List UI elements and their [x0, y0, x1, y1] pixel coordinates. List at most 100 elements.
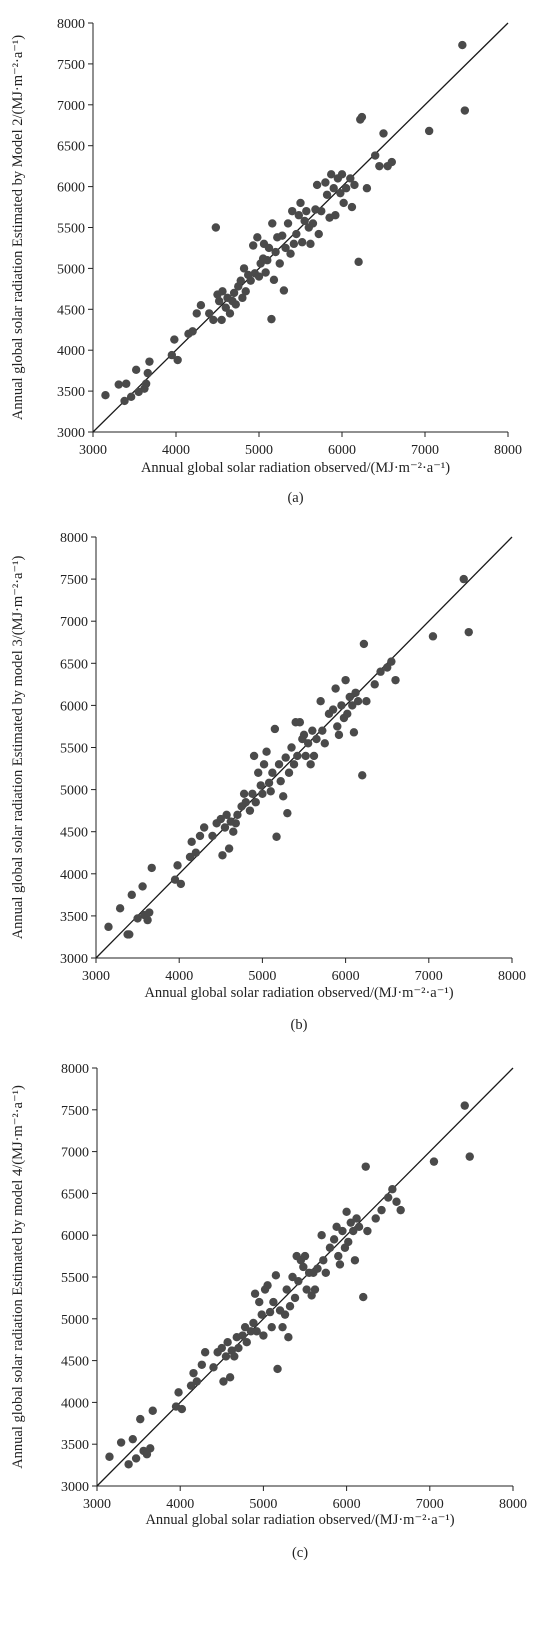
data-point	[341, 184, 351, 193]
data-point	[238, 293, 247, 303]
data-point	[236, 276, 245, 285]
data-point	[192, 309, 201, 318]
data-point	[263, 1281, 272, 1290]
data-point	[264, 243, 274, 253]
data-point	[269, 1297, 278, 1307]
data-point	[348, 701, 357, 710]
data-point	[173, 861, 182, 870]
y-tick-label: 8000	[57, 17, 85, 32]
chart-panel-1: 3000 4000 5000 6000 7000 8000 3000 3500 4000 4500…	[10, 17, 522, 506]
data-point	[219, 1377, 228, 1386]
data-point	[272, 832, 281, 841]
data-point	[333, 722, 342, 731]
data-point	[302, 1285, 311, 1294]
data-point	[229, 827, 238, 836]
data-point	[145, 357, 154, 366]
data-point	[288, 1272, 297, 1282]
data-point	[231, 819, 240, 828]
data-point	[308, 219, 318, 228]
y-tick-label: 8000	[61, 1062, 89, 1077]
data-point	[303, 739, 313, 748]
y-tick-label: 7000	[61, 1146, 89, 1161]
data-point	[314, 229, 323, 239]
data-point	[280, 1310, 290, 1319]
data-point	[143, 915, 152, 925]
data-point	[321, 1268, 330, 1278]
x-tick-label: 7000	[411, 443, 439, 458]
data-point	[147, 863, 156, 873]
data-point	[120, 396, 129, 406]
panel-label: (c)	[292, 1545, 308, 1561]
data-point	[249, 751, 259, 761]
data-point	[101, 390, 110, 400]
data-point	[321, 178, 330, 187]
data-point	[334, 1251, 343, 1261]
y-tick-label: 6000	[60, 699, 88, 714]
data-point	[251, 798, 260, 807]
data-point	[337, 701, 346, 710]
x-tick-label: 7000	[416, 1497, 444, 1512]
data-point	[306, 760, 315, 769]
data-point	[136, 1414, 145, 1424]
data-point	[316, 696, 325, 706]
data-point	[141, 379, 151, 388]
data-point	[126, 392, 136, 402]
data-point	[239, 789, 249, 799]
data-point	[310, 1285, 320, 1294]
x-axis-label: Annual global solar radiation observed/(…	[141, 460, 450, 476]
y-tick-label: 7000	[60, 615, 88, 630]
data-point	[230, 1352, 239, 1361]
data-point	[300, 1251, 310, 1261]
data-point	[289, 760, 299, 769]
data-point	[225, 309, 235, 318]
y-tick-label: 3000	[57, 426, 85, 441]
data-point	[353, 696, 363, 706]
data-point	[199, 823, 209, 832]
data-point	[354, 257, 363, 267]
data-point	[209, 315, 218, 325]
x-tick-label: 6000	[333, 1497, 361, 1512]
data-point	[460, 106, 470, 115]
data-point	[216, 814, 225, 824]
x-tick-label: 3000	[79, 443, 107, 458]
y-tick-label: 3500	[61, 1438, 89, 1453]
data-point	[296, 198, 305, 208]
data-point	[336, 188, 345, 198]
data-point	[220, 823, 230, 832]
y-tick-label: 6000	[57, 181, 85, 196]
y-tick-label: 5500	[57, 222, 85, 237]
data-point	[294, 211, 304, 220]
data-point	[170, 875, 180, 884]
data-point	[138, 882, 147, 891]
data-point	[346, 174, 355, 183]
data-point	[205, 309, 214, 318]
data-point	[286, 249, 295, 258]
data-point	[346, 1218, 355, 1227]
data-point	[306, 239, 315, 249]
data-point	[289, 239, 299, 249]
data-point	[116, 1438, 126, 1447]
chart-panel-2: 3000 4000 5000 6000 7000 8000 3000 3500 4000 4500…	[10, 531, 526, 1033]
data-point	[240, 1322, 250, 1332]
data-point	[188, 327, 197, 336]
y-tick-label: 6500	[57, 140, 85, 155]
data-point	[371, 1214, 380, 1223]
data-point	[124, 1460, 133, 1469]
data-point	[271, 247, 280, 257]
data-point	[197, 1360, 207, 1369]
y-tick-label: 3500	[60, 910, 88, 925]
data-point	[322, 190, 332, 199]
data-point	[249, 1318, 258, 1328]
data-point	[290, 1293, 300, 1303]
data-point	[131, 365, 141, 375]
y-tick-label: 6500	[60, 657, 88, 672]
y-tick-label: 6000	[61, 1229, 89, 1244]
data-point	[338, 1226, 347, 1236]
data-point	[424, 126, 434, 136]
data-point	[281, 243, 290, 253]
y-tick-label: 6500	[61, 1187, 89, 1202]
x-tick-label: 3000	[82, 969, 110, 984]
data-point	[196, 301, 206, 310]
data-point	[351, 688, 360, 697]
